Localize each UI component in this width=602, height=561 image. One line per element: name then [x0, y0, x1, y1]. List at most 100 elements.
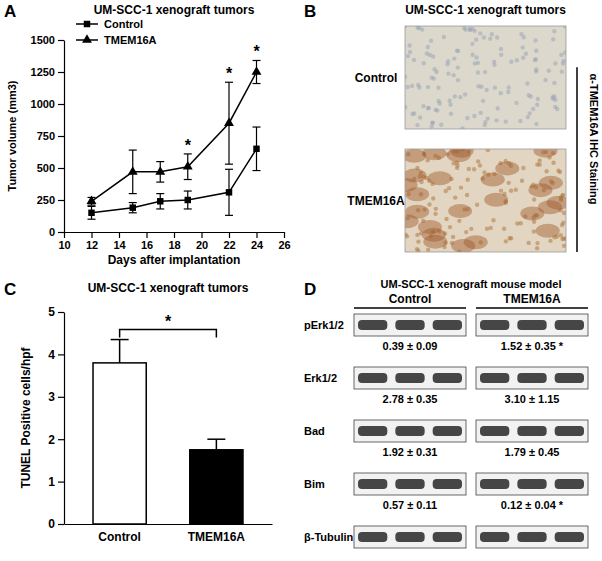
blot-background — [476, 314, 588, 336]
blot-band — [517, 532, 546, 542]
texture — [562, 211, 566, 215]
texture — [484, 193, 508, 207]
texture — [463, 27, 467, 31]
texture — [426, 85, 430, 89]
tick-mark — [58, 40, 64, 41]
texture — [448, 103, 452, 107]
blot-band — [395, 532, 424, 542]
texture — [486, 149, 490, 152]
texture — [550, 95, 554, 99]
blot-band — [555, 532, 584, 542]
texture — [436, 99, 440, 103]
blot-band — [555, 373, 584, 383]
tick-label: 24 — [251, 239, 264, 251]
error-bar — [253, 60, 261, 83]
tick-label: 1 — [48, 475, 55, 489]
texture — [538, 158, 542, 162]
tick: 1500 — [31, 34, 64, 46]
blot-band — [358, 373, 387, 383]
side-label: α-TMEM16A IHC Staining — [588, 73, 600, 204]
texture — [467, 27, 471, 31]
texture — [544, 169, 548, 173]
texture — [499, 188, 503, 192]
blot-band — [517, 320, 546, 330]
texture — [528, 111, 532, 115]
texture — [559, 53, 563, 57]
blot-band — [480, 532, 509, 542]
image-background — [405, 26, 566, 129]
blot-background — [354, 473, 466, 495]
texture — [478, 31, 482, 35]
chart-title: UM-SCC-1 xenograft tumors — [94, 3, 255, 17]
error-cap — [88, 219, 96, 220]
texture — [447, 99, 451, 103]
texture — [507, 236, 511, 240]
texture — [491, 218, 495, 222]
y-axis-title: TUNEL Positive cells/hpf — [19, 346, 33, 488]
tick-label: 26 — [278, 239, 290, 251]
tick-label: 750 — [37, 130, 55, 142]
blot-background — [354, 314, 466, 336]
texture — [446, 71, 450, 75]
texture — [488, 36, 492, 40]
error-stem — [119, 340, 121, 363]
texture — [447, 149, 471, 162]
error-cap — [207, 438, 225, 440]
texture — [456, 49, 460, 53]
texture — [534, 122, 538, 126]
chart-title: UM-SCC-1 xenograft tumors — [88, 281, 249, 295]
side-bracket — [576, 67, 578, 252]
texture — [453, 94, 457, 98]
error-cap — [88, 206, 96, 207]
error-cap — [225, 215, 233, 216]
error-cap — [253, 170, 261, 171]
texture — [483, 120, 487, 124]
texture — [534, 48, 538, 52]
tick-label: 4 — [48, 348, 55, 362]
group-label: TMEM16A — [503, 292, 561, 306]
legend-marker — [82, 34, 92, 43]
blot-value: 0.57 ± 0.11 — [383, 499, 437, 511]
blot — [354, 314, 466, 336]
tick-label: 1000 — [31, 98, 55, 110]
error-cap — [184, 208, 192, 209]
series-line — [92, 149, 257, 213]
tick: 24 — [251, 232, 264, 251]
error-stem — [216, 439, 218, 450]
texture — [527, 241, 531, 245]
error-bar — [225, 169, 233, 215]
texture — [493, 85, 497, 89]
axis-line — [65, 524, 273, 525]
texture — [496, 106, 500, 110]
y-axis-title: Tumor volume (mm3) — [6, 80, 18, 191]
texture — [560, 69, 564, 73]
marker — [224, 118, 234, 127]
blot-band — [358, 320, 387, 330]
tick: 500 — [37, 162, 64, 174]
texture — [433, 212, 437, 216]
texture — [563, 50, 566, 54]
texture — [415, 123, 419, 127]
blot-band — [480, 320, 509, 330]
texture — [485, 227, 489, 231]
texture — [476, 70, 480, 74]
legend-label: TMEM16A — [104, 34, 157, 46]
texture — [447, 186, 451, 190]
texture — [415, 233, 419, 237]
texture — [509, 60, 513, 64]
texture — [449, 112, 453, 116]
texture — [561, 221, 565, 225]
tick-label: 0 — [48, 517, 55, 531]
texture — [446, 59, 450, 63]
texture — [533, 38, 537, 42]
tick-label: 18 — [168, 239, 180, 251]
texture — [472, 114, 476, 118]
error-cap — [225, 169, 233, 170]
texture — [457, 219, 461, 223]
tick-mark — [58, 136, 64, 137]
texture — [506, 90, 510, 94]
texture — [476, 84, 480, 88]
texture — [464, 230, 468, 234]
tick-label: 5 — [48, 305, 55, 319]
axis-line — [64, 41, 65, 233]
